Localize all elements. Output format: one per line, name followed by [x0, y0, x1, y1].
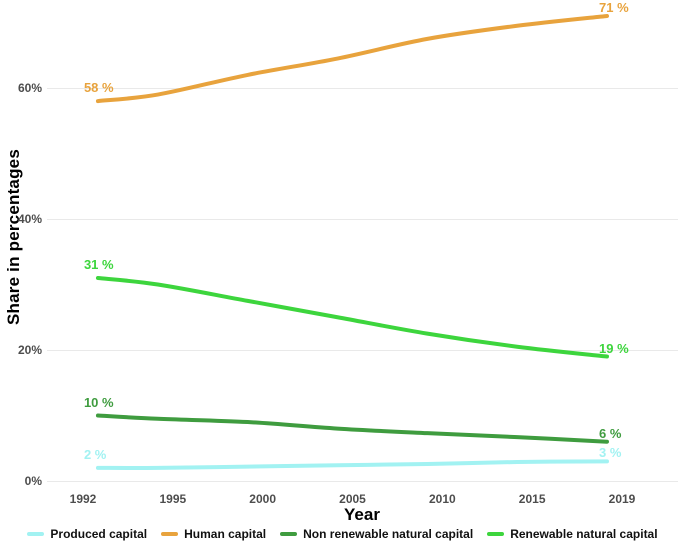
gridline-20pct — [47, 349, 678, 351]
legend-label: Produced capital — [50, 527, 148, 541]
legend-swatch-icon — [161, 532, 179, 536]
start-value-label-renewable-natural-capital: 31 % — [83, 256, 114, 272]
legend-item-human-capital: Human capital — [161, 527, 266, 541]
x-tick-label: 1992 — [69, 492, 97, 506]
x-tick-label: 2000 — [249, 492, 276, 506]
y-tick-label: 0% — [24, 474, 42, 488]
legend-item-non-renewable-natural-capital: Non renewable natural capital — [280, 527, 473, 541]
legend-label: Human capital — [184, 527, 267, 541]
legend-swatch-icon — [280, 532, 298, 536]
series-line-renewable-natural-capital — [95, 275, 609, 359]
gridline-60pct — [47, 87, 678, 89]
legend-swatch-icon — [27, 532, 45, 536]
legend-label: Renewable natural capital — [510, 527, 658, 541]
gridline-0pct — [47, 480, 678, 482]
start-value-label-produced-capital: 2 % — [83, 446, 107, 462]
end-value-label-renewable-natural-capital: 19 % — [599, 340, 629, 356]
y-tick-label: 40% — [17, 212, 42, 226]
series-line-human-capital — [95, 13, 609, 104]
end-value-label-non-renewable-natural-capital: 6 % — [599, 425, 622, 441]
legend-item-renewable-natural-capital: Renewable natural capital — [487, 527, 658, 541]
start-value-label-non-renewable-natural-capital: 10 % — [83, 394, 114, 410]
legend: Produced capital Human capital Non renewab… — [0, 527, 685, 541]
x-tick-label: 2005 — [339, 492, 366, 506]
series-line-produced-capital — [95, 459, 609, 470]
legend-item-produced-capital: Produced capital — [27, 527, 147, 541]
end-value-label-produced-capital: 3 % — [599, 445, 622, 461]
x-tick-label: 2019 — [608, 492, 636, 506]
x-axis-title: Year — [344, 505, 380, 524]
start-value-label-human-capital: 58 % — [83, 80, 114, 96]
x-tick-label: 2015 — [518, 492, 546, 506]
x-tick-label: 1995 — [159, 492, 187, 506]
series-line-non-renewable-natural-capital — [95, 413, 609, 444]
y-tick-label: 60% — [17, 81, 42, 95]
legend-swatch-icon — [487, 532, 505, 536]
end-value-label-human-capital: 71 % — [599, 0, 629, 15]
gridline-40pct — [47, 218, 678, 220]
y-tick-label: 20% — [17, 343, 42, 357]
legend-label: Non renewable natural capital — [303, 527, 474, 541]
x-tick-label: 2010 — [428, 492, 456, 506]
